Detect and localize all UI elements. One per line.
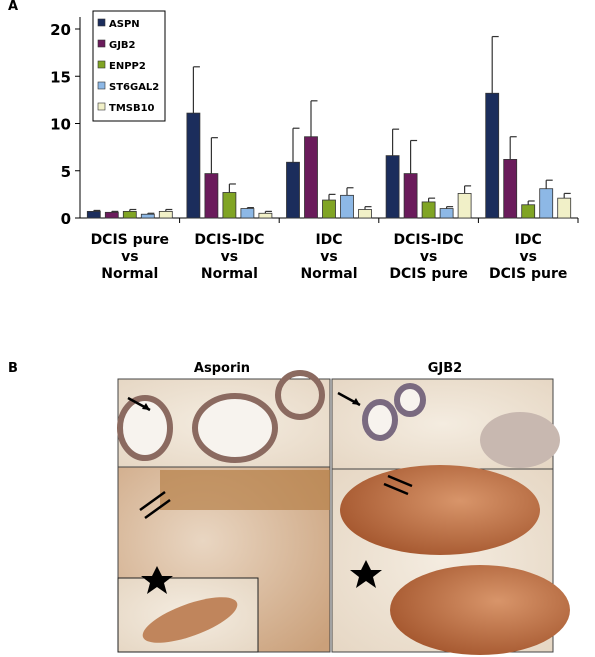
y-tick-label: 5 <box>61 163 71 181</box>
x-tick-label: Normal <box>101 266 158 282</box>
x-tick-label: DCIS pure <box>489 266 567 282</box>
bar <box>204 173 219 219</box>
bar <box>186 112 201 219</box>
bar <box>86 210 101 219</box>
x-tick-label: DCIS-IDC <box>394 232 464 248</box>
x-tick-label: vs <box>121 249 138 265</box>
x-tick-label: IDC <box>315 232 342 248</box>
bar <box>286 161 300 219</box>
legend-swatch <box>97 81 106 90</box>
x-tick-label: vs <box>221 249 238 265</box>
panel-label: A <box>8 0 18 14</box>
bar <box>322 199 336 219</box>
bar <box>457 193 472 219</box>
bar <box>539 188 554 219</box>
x-tick-label: DCIS pure <box>91 232 169 248</box>
bar <box>358 209 372 219</box>
bar <box>403 173 418 219</box>
bar <box>104 211 119 219</box>
y-tick-label: 15 <box>50 68 71 86</box>
micrograph-asporin <box>117 370 331 653</box>
panel-label: B <box>8 361 18 376</box>
bar <box>503 159 518 219</box>
bar <box>521 204 536 219</box>
x-tick-label: Normal <box>300 266 357 282</box>
legend-label: ST6GAL2 <box>109 82 159 93</box>
bar <box>240 208 255 219</box>
bar <box>485 92 500 219</box>
bar <box>122 210 137 219</box>
y-tick-label: 20 <box>50 21 71 39</box>
x-tick-label: DCIS-IDC <box>194 232 264 248</box>
bar <box>557 197 572 219</box>
image-title: GJB2 <box>428 361 462 376</box>
legend-label: GJB2 <box>109 40 136 51</box>
legend-swatch <box>97 102 106 111</box>
bar <box>385 155 400 219</box>
legend-label: TMSB10 <box>109 103 155 114</box>
x-tick-label: Normal <box>201 266 258 282</box>
x-tick-label: vs <box>420 249 437 265</box>
bar <box>258 212 273 219</box>
bar <box>304 136 318 219</box>
x-tick-label: IDC <box>515 232 542 248</box>
legend-swatch <box>97 39 106 48</box>
legend-swatch <box>97 18 106 27</box>
bar <box>158 210 173 219</box>
bar <box>222 192 237 219</box>
bar <box>140 213 155 219</box>
bar <box>439 208 454 219</box>
legend-swatch <box>97 60 106 69</box>
y-tick-label: 10 <box>50 116 71 134</box>
bar <box>421 201 436 219</box>
x-tick-label: vs <box>320 249 337 265</box>
x-tick-label: vs <box>519 249 536 265</box>
y-tick-label: 0 <box>61 210 71 228</box>
legend-label: ASPN <box>109 19 140 30</box>
legend-label: ENPP2 <box>109 61 146 72</box>
micrograph-gjb2 <box>331 378 570 655</box>
x-tick-label: DCIS pure <box>389 266 467 282</box>
image-title: Asporin <box>194 361 250 376</box>
bar <box>340 194 354 219</box>
